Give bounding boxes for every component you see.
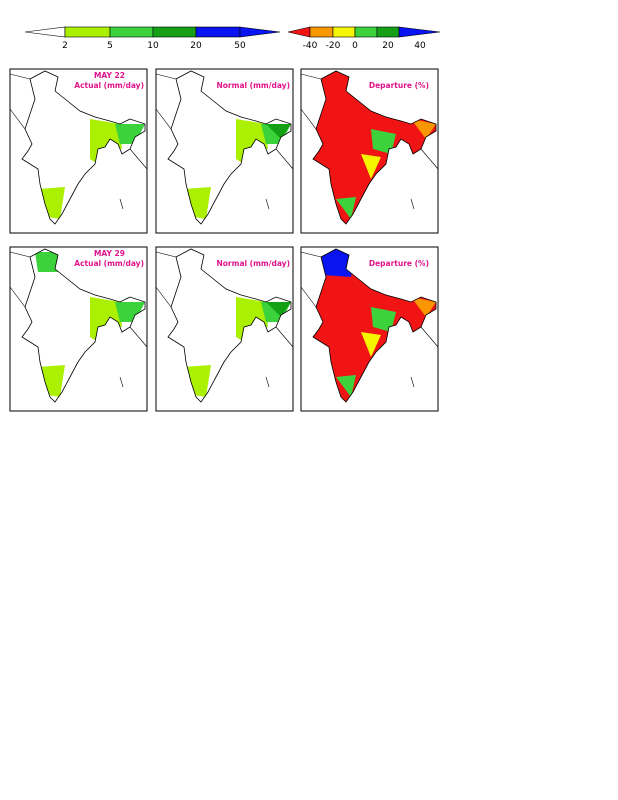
legend-label: 10 xyxy=(147,41,159,51)
rain-region xyxy=(184,187,211,219)
country-outline xyxy=(167,248,292,403)
country-outline xyxy=(167,70,292,225)
rain-region xyxy=(411,119,436,139)
panel-title: Normal (mm/day) xyxy=(217,81,291,90)
country-outline xyxy=(312,248,437,403)
map-panel: Normal (mm/day) xyxy=(155,246,294,412)
rain-region xyxy=(184,365,211,397)
rain-region xyxy=(361,332,381,357)
rain-region xyxy=(411,297,436,317)
border-lines xyxy=(300,251,439,388)
border-lines xyxy=(155,251,294,388)
legend-label: 40 xyxy=(414,41,426,51)
country-outline xyxy=(21,70,146,225)
legend-label: 50 xyxy=(234,41,246,51)
legend-label: -20 xyxy=(326,41,341,51)
legend-precip xyxy=(24,26,281,38)
panel-frame xyxy=(9,246,148,412)
border-lines xyxy=(9,73,148,210)
legend-label: 20 xyxy=(382,41,394,51)
rain-region xyxy=(371,129,396,154)
rain-region xyxy=(35,252,60,272)
rain-region xyxy=(336,375,356,397)
rain-region xyxy=(266,302,291,317)
panel-date: MAY 22 xyxy=(94,71,125,80)
legend-label: 0 xyxy=(352,41,358,51)
legend-departure xyxy=(287,26,441,38)
border-lines xyxy=(155,73,294,210)
rain-region xyxy=(371,307,396,332)
legend-label: 2 xyxy=(62,41,68,51)
panel-title: Departure (%) xyxy=(369,81,429,90)
rain-region xyxy=(361,154,381,179)
rain-region xyxy=(336,197,356,219)
panel-frame xyxy=(9,68,148,234)
border-lines xyxy=(9,251,148,388)
map-panel: Departure (%) xyxy=(300,246,439,412)
panel-date: MAY 29 xyxy=(94,249,125,258)
panel-frame xyxy=(155,246,294,412)
border-lines xyxy=(300,73,439,210)
legend-label: 20 xyxy=(190,41,202,51)
rain-region xyxy=(266,124,291,139)
map-panel: Normal (mm/day) xyxy=(155,68,294,234)
country-outline xyxy=(21,248,146,403)
map-fill xyxy=(35,252,145,397)
country-outline xyxy=(312,70,437,225)
panel-title: Departure (%) xyxy=(369,259,429,268)
rain-region xyxy=(38,187,65,219)
panel-title: Normal (mm/day) xyxy=(217,259,291,268)
panel-title: Actual (mm/day) xyxy=(74,259,144,268)
panel-title: Actual (mm/day) xyxy=(74,81,144,90)
legend-label: 5 xyxy=(107,41,113,51)
rain-region xyxy=(38,365,65,397)
legend-label: -40 xyxy=(303,41,318,51)
panel-frame xyxy=(155,68,294,234)
map-panel: Departure (%) xyxy=(300,68,439,234)
